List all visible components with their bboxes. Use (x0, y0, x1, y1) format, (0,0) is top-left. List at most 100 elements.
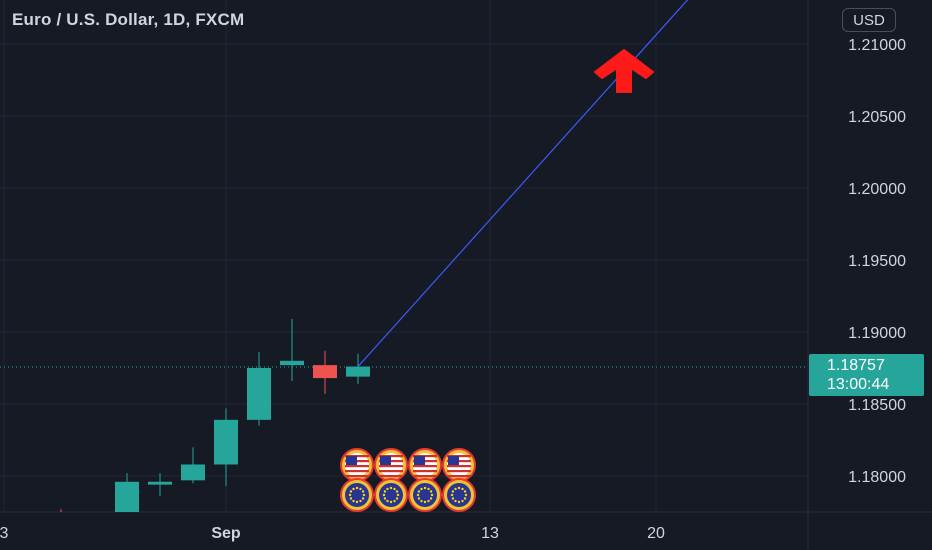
flag-star (352, 499, 355, 503)
flag-star (393, 499, 396, 503)
flag-stripe (413, 470, 437, 473)
flag-star (383, 490, 387, 493)
flag-star (463, 497, 467, 500)
us-flag-icon (442, 448, 476, 482)
candle-body (115, 481, 139, 512)
flag-stripe (413, 465, 437, 468)
flag-star (420, 499, 423, 503)
flag-star (395, 497, 399, 500)
flag-stripe (447, 465, 471, 468)
chart-title: Euro / U.S. Dollar, 1D, FXCM (12, 10, 245, 29)
flag-stripe (447, 470, 471, 473)
us-flag-icon (340, 448, 374, 482)
flag-star (423, 486, 427, 490)
flag-star (389, 486, 393, 490)
flag-star (393, 487, 396, 491)
flag-star (395, 490, 399, 493)
flag-stripe (379, 470, 403, 473)
flag-star (454, 487, 457, 491)
grid (0, 0, 808, 512)
candle (148, 473, 172, 497)
flag-star (429, 490, 433, 493)
flag-star (429, 497, 433, 500)
y-tick-label: 1.18500 (848, 397, 906, 414)
candle (346, 353, 370, 384)
flag-stripe (345, 465, 369, 468)
flag-stripe (379, 475, 403, 478)
flag-stripe (345, 470, 369, 473)
y-tick-label: 1.21000 (848, 37, 906, 54)
candle-body (148, 481, 172, 485)
candle-body (16, 516, 40, 518)
y-tick-label: 1.19000 (848, 325, 906, 342)
flag-star (420, 487, 423, 491)
us-flag-icon (408, 448, 442, 482)
y-axis: 1.21000 1.20500 1.20000 1.19500 1.19000 1.185… (848, 37, 906, 486)
flag-star (454, 499, 457, 503)
flag-star (451, 490, 455, 493)
flag-star (359, 499, 362, 503)
candle-body (247, 368, 271, 420)
candle (16, 515, 40, 519)
flag-star (461, 487, 464, 491)
y-tick-label: 1.18000 (848, 469, 906, 486)
flag-star (464, 493, 468, 497)
flag-face (345, 483, 369, 507)
candle-body (181, 464, 205, 481)
flag-star (355, 500, 359, 504)
x-tick-label: 3 (0, 525, 9, 542)
flag-star (362, 493, 366, 497)
countdown-label: 13:00:44 (827, 376, 890, 393)
flag-star (389, 500, 393, 504)
flag-stripe (413, 475, 437, 478)
eu-flag-icon (408, 478, 442, 512)
current-price-label: 1.18757 (827, 357, 885, 374)
currency-button[interactable]: USD (842, 8, 896, 32)
flag-stripe (447, 475, 471, 478)
flag-star (427, 499, 430, 503)
flag-star (461, 499, 464, 503)
flag-star (451, 497, 455, 500)
flag-stripe (345, 475, 369, 478)
flag-star (383, 497, 387, 500)
flag-star (427, 487, 430, 491)
up-arrow-icon (594, 49, 654, 93)
flag-canton (448, 456, 459, 465)
y-tick-label: 1.20500 (848, 109, 906, 126)
candle (115, 473, 139, 512)
flag-icons (340, 448, 476, 512)
flag-star (348, 493, 352, 497)
candle-body (49, 515, 73, 518)
flag-star (450, 493, 454, 497)
flag-star (463, 490, 467, 493)
trend-line[interactable] (357, 0, 689, 367)
candle-body (280, 360, 304, 366)
flag-star (386, 499, 389, 503)
y-tick-label: 1.20000 (848, 181, 906, 198)
eu-flag-icon (340, 478, 374, 512)
flag-star (361, 497, 365, 500)
x-tick-label: Sep (211, 525, 241, 542)
flag-star (382, 493, 386, 497)
flag-canton (414, 456, 425, 465)
x-axis: 3 Sep 13 20 (0, 525, 665, 542)
flag-star (349, 490, 353, 493)
flag-star (355, 486, 359, 490)
candle-body (313, 365, 337, 379)
trend-line-segment (357, 0, 689, 367)
flag-star (349, 497, 353, 500)
flag-star (386, 487, 389, 491)
x-tick-label: 13 (481, 525, 499, 542)
flag-star (430, 493, 434, 497)
candle (280, 319, 304, 381)
flag-canton (380, 456, 391, 465)
flag-star (457, 486, 461, 490)
candles (16, 319, 370, 519)
flag-star (361, 490, 365, 493)
flag-star (417, 497, 421, 500)
flag-star (416, 493, 420, 497)
flag-star (423, 500, 427, 504)
x-tick-label: 20 (647, 525, 665, 542)
